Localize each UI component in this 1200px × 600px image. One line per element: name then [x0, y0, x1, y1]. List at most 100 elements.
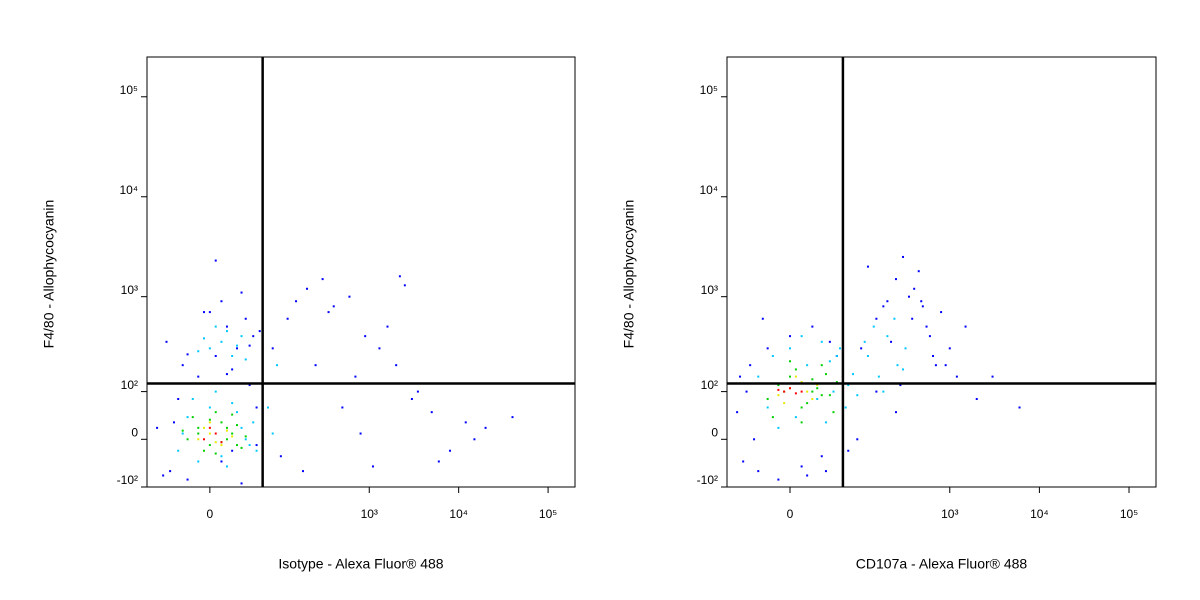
- event-dot: [921, 305, 924, 308]
- y-tick-label: 10²: [121, 378, 138, 392]
- event-dot: [777, 388, 780, 391]
- event-dot: [208, 432, 211, 435]
- event-dot: [794, 368, 797, 371]
- plot-frame: [726, 56, 1157, 488]
- event-dot: [258, 330, 261, 333]
- event-dot: [934, 364, 937, 367]
- event-dot: [231, 413, 234, 416]
- event-dot: [225, 426, 228, 429]
- event-dot: [231, 368, 234, 371]
- event-dot: [240, 291, 243, 294]
- event-dot: [177, 449, 180, 452]
- event-dot: [904, 347, 907, 350]
- event-dot: [359, 432, 362, 435]
- y-tick-label: -10²: [117, 473, 138, 487]
- event-dot: [872, 325, 875, 328]
- y-tick-label: 10⁴: [119, 183, 138, 197]
- event-dot: [838, 347, 841, 350]
- event-dot: [231, 354, 234, 357]
- event-dot: [220, 421, 223, 424]
- event-dot: [314, 364, 317, 367]
- event-dot: [197, 375, 200, 378]
- y-tick-label: 10³: [121, 283, 138, 297]
- event-dot: [225, 373, 228, 376]
- event-dot: [913, 287, 916, 290]
- event-dot: [875, 317, 878, 320]
- event-dot: [231, 432, 234, 435]
- event-dot: [244, 438, 247, 441]
- event-dot: [749, 364, 752, 367]
- x-axis-label: CD107a - Alexa Fluor® 488: [856, 556, 1028, 572]
- event-dot: [271, 347, 274, 350]
- event-dot: [794, 392, 797, 395]
- event-dot: [991, 375, 994, 378]
- event-dot: [932, 354, 935, 357]
- event-dot: [244, 317, 247, 320]
- event-dot: [800, 406, 803, 409]
- event-dot: [886, 300, 889, 303]
- event-dot: [295, 300, 298, 303]
- event-dot: [783, 390, 786, 393]
- event-dot: [354, 375, 357, 378]
- event-dot: [899, 384, 902, 387]
- event-dot: [964, 325, 967, 328]
- event-dot: [220, 455, 223, 458]
- event-dot: [208, 347, 211, 350]
- event-dot: [208, 426, 211, 429]
- event-dot: [753, 438, 756, 441]
- event-dot: [197, 432, 200, 435]
- event-dot: [186, 438, 189, 441]
- event-dot: [955, 375, 958, 378]
- event-dot: [844, 406, 847, 409]
- event-dot: [202, 438, 205, 441]
- event-dot: [177, 398, 180, 401]
- y-tick-label: 10⁴: [699, 183, 718, 197]
- y-tick-label: 10⁵: [700, 83, 718, 97]
- event-dot: [824, 421, 827, 424]
- event-dot: [783, 402, 786, 405]
- event-dot: [893, 317, 896, 320]
- event-dot: [378, 347, 381, 350]
- event-dot: [244, 358, 247, 361]
- event-dot: [484, 426, 487, 429]
- x-tick-label: 10⁴: [1030, 507, 1049, 521]
- y-axis-label: F4/80 - Allophycocyanin: [41, 200, 57, 349]
- event-dot: [811, 325, 814, 328]
- y-tick-label: 10²: [701, 378, 718, 392]
- event-dot: [248, 444, 251, 447]
- event-dot: [975, 398, 978, 401]
- event-dot: [777, 426, 780, 429]
- event-dot: [191, 416, 194, 419]
- event-dot: [301, 470, 304, 473]
- event-dot: [248, 344, 251, 347]
- event-dot: [835, 381, 838, 384]
- y-tick-label: 10⁵: [120, 83, 138, 97]
- event-dot: [327, 311, 330, 314]
- event-dot: [860, 347, 863, 350]
- event-dot: [806, 474, 809, 477]
- event-dot: [824, 470, 827, 473]
- event-dot: [852, 373, 855, 376]
- event-dot: [766, 406, 769, 409]
- event-dot: [231, 449, 234, 452]
- event-dot: [220, 441, 223, 444]
- event-dot: [890, 340, 893, 343]
- event-dot: [416, 390, 419, 393]
- event-dot: [208, 444, 211, 447]
- event-dot: [757, 375, 760, 378]
- event-dot: [191, 398, 194, 401]
- event-dot: [240, 335, 243, 338]
- y-tick-label: -10²: [697, 473, 718, 487]
- event-dot: [777, 384, 780, 387]
- event-dot: [789, 375, 792, 378]
- event-dot: [172, 421, 175, 424]
- event-dot: [156, 426, 159, 429]
- event-dot: [181, 429, 184, 432]
- event-dot: [231, 435, 234, 438]
- event-dot: [847, 384, 850, 387]
- event-dot: [197, 350, 200, 353]
- event-dot: [214, 452, 217, 455]
- event-dot: [739, 375, 742, 378]
- event-dot: [225, 465, 228, 468]
